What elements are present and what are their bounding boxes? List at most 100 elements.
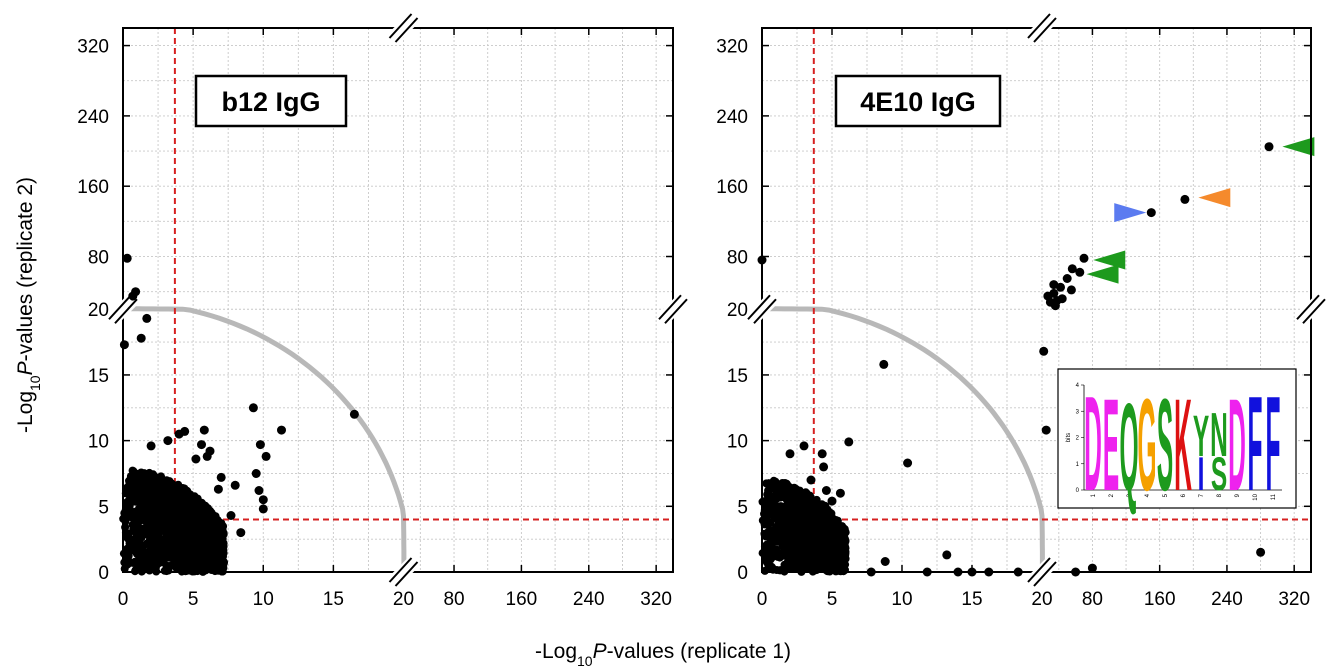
arrow-marker: [1198, 188, 1231, 208]
y-tick-label: 10: [88, 432, 109, 453]
data-point: [819, 462, 829, 472]
data-point: [251, 469, 261, 478]
data-point: [1146, 208, 1156, 218]
data-point: [1075, 267, 1085, 277]
logo-position-label: 7: [1199, 493, 1205, 497]
data-point: [199, 425, 209, 435]
data-point: [155, 474, 164, 483]
data-point: [255, 440, 265, 450]
data-point: [767, 545, 776, 554]
data-point: [785, 544, 794, 553]
y-tick-label: 80: [727, 248, 748, 269]
data-point: [172, 482, 181, 491]
data-point: [765, 494, 774, 503]
data-point: [801, 523, 810, 532]
data-point: [167, 546, 176, 554]
logo-position-label: 1: [1091, 493, 1097, 497]
x-tick-label: 0: [118, 589, 129, 610]
data-point: [163, 436, 173, 446]
data-point: [236, 528, 246, 538]
data-point: [177, 521, 186, 530]
panel-4e10: 0 5 10 15 20 80 160 240 32005101520801602403204E…: [716, 13, 1326, 610]
x-tick-label: 10: [253, 589, 274, 610]
data-point: [191, 454, 201, 464]
data-point: [185, 490, 194, 499]
data-point: [205, 446, 215, 456]
data-point: [189, 513, 198, 522]
logo-letter: D: [1084, 368, 1102, 520]
data-point: [821, 486, 831, 495]
data-point: [142, 539, 151, 548]
data-point: [179, 549, 188, 558]
data-point: [202, 556, 211, 565]
logo-y-label: bits: [1066, 433, 1072, 442]
data-point: [197, 562, 206, 571]
data-point: [153, 509, 162, 518]
y-tick-label: 5: [98, 497, 109, 518]
data-point: [136, 333, 146, 343]
data-point: [783, 513, 792, 522]
data-point: [769, 530, 778, 539]
data-point: [141, 555, 150, 564]
data-point: [839, 529, 848, 538]
y-tick-label: 160: [716, 177, 748, 198]
data-point: [226, 511, 236, 520]
data-point: [178, 535, 187, 543]
data-points: [757, 142, 1274, 577]
data-point: [120, 558, 129, 567]
data-point: [125, 499, 134, 508]
data-point: [152, 491, 161, 500]
y-tick-label: 240: [716, 107, 748, 128]
data-point: [181, 542, 190, 551]
data-point: [828, 515, 837, 524]
data-point: [782, 521, 791, 530]
data-point: [149, 501, 158, 510]
logo-letter: Y: [1193, 405, 1209, 469]
data-point: [817, 449, 827, 459]
data-point: [804, 493, 813, 502]
logo-position-label: 5: [1163, 493, 1169, 497]
data-point: [205, 533, 214, 542]
data-point: [139, 479, 148, 487]
panel-title: b12 IgG: [221, 87, 320, 117]
data-point: [765, 518, 774, 527]
data-point: [797, 502, 806, 511]
data-point: [166, 504, 175, 513]
data-point: [815, 558, 824, 567]
data-point: [248, 403, 258, 413]
arrow-marker: [1114, 203, 1147, 223]
axis-break-right: [1296, 294, 1326, 324]
logo-position-label: 2: [1109, 493, 1115, 497]
data-point: [207, 547, 216, 556]
data-point: [127, 473, 136, 482]
data-point: [119, 340, 129, 350]
data-point: [134, 529, 143, 538]
data-point: [819, 513, 827, 522]
data-point: [762, 501, 771, 510]
data-point: [799, 554, 808, 563]
y-tick-label: 320: [77, 37, 109, 58]
data-point: [230, 480, 240, 490]
data-point: [168, 561, 177, 570]
data-point: [149, 470, 158, 479]
data-point: [1264, 142, 1274, 152]
x-tick-label: 0: [757, 589, 768, 610]
x-tick-label: 5: [188, 589, 199, 610]
data-point: [1049, 288, 1059, 298]
data-point: [841, 547, 850, 556]
data-point: [792, 537, 801, 546]
data-point: [140, 500, 149, 509]
data-point: [213, 484, 223, 494]
axis-break-bottom: [1027, 557, 1057, 587]
grid: [123, 28, 673, 572]
data-point: [155, 481, 163, 490]
data-point: [258, 504, 268, 514]
data-point: [820, 501, 830, 511]
data-point: [202, 517, 211, 525]
logo-letter: S: [1211, 447, 1227, 500]
data-point: [791, 488, 800, 497]
data-point: [1057, 294, 1067, 304]
data-point: [1066, 285, 1076, 295]
y-tick-label: 320: [716, 37, 748, 58]
